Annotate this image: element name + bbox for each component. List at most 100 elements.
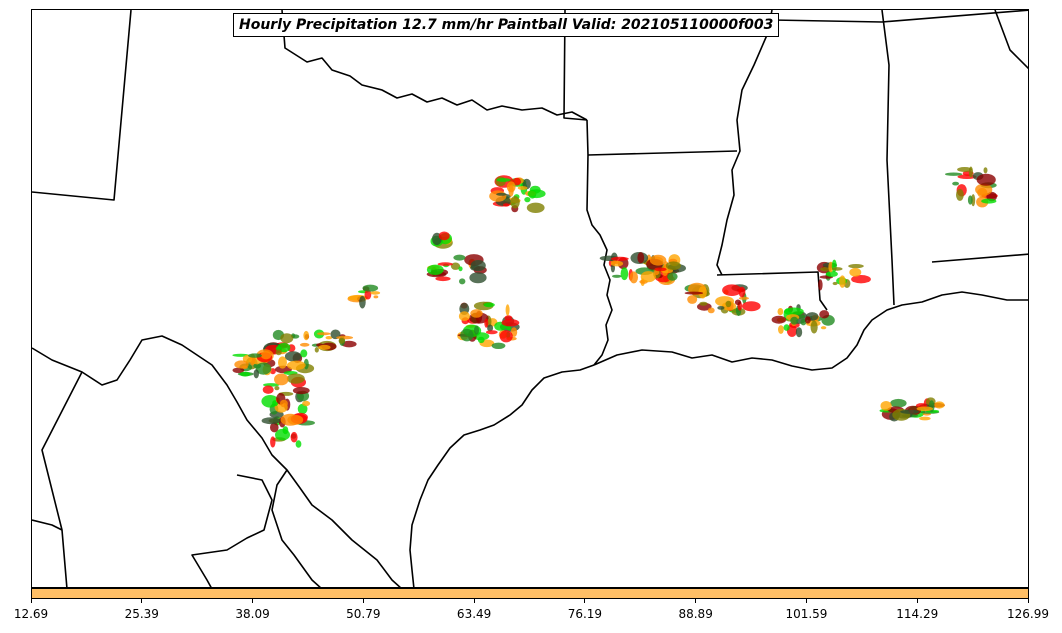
river-border-mississippi <box>716 10 773 276</box>
precip-blob <box>232 367 245 373</box>
precip-blob <box>460 328 474 342</box>
precip-blob <box>734 299 742 306</box>
precip-blob <box>280 333 294 344</box>
border-rio-grande <box>32 335 401 587</box>
precip-blob <box>261 417 281 425</box>
colorbar-tick-label: 25.39 <box>124 607 159 621</box>
precip-blob <box>297 403 308 415</box>
precip-blob <box>336 335 354 340</box>
precip-blob <box>976 173 996 186</box>
precip-blob <box>777 308 784 316</box>
precip-blob <box>253 369 259 379</box>
precip-blob <box>687 295 698 304</box>
precip-blob <box>684 291 704 295</box>
precip-blob <box>458 266 463 272</box>
precip-blob <box>338 337 345 344</box>
precip-blob <box>665 261 682 270</box>
precip-blob <box>981 198 997 204</box>
precip-blob <box>848 264 864 269</box>
state-border-mx-chihuahua <box>41 371 83 587</box>
coastline-gulf <box>409 364 595 587</box>
state-border-ms-al <box>881 10 895 306</box>
precip-blob <box>489 190 507 202</box>
precip-blob <box>818 279 823 291</box>
state-border-ok-ar <box>563 10 588 121</box>
precip-blob <box>502 203 510 207</box>
precip-blob <box>275 349 282 356</box>
precip-blob <box>491 342 506 349</box>
state-border-tx-north <box>281 10 588 121</box>
precip-blob <box>629 271 638 284</box>
precip-blob <box>510 196 520 209</box>
precip-blob <box>526 202 545 213</box>
precip-blob <box>738 286 746 298</box>
colorbar-tick <box>30 599 32 603</box>
state-border-mx-coahuila <box>191 474 273 587</box>
precip-blob <box>945 172 963 176</box>
precip-blob <box>364 289 372 300</box>
precip-blob <box>722 284 742 297</box>
precip-blob <box>370 291 381 295</box>
precip-blob <box>278 356 287 369</box>
precip-blob <box>610 256 629 261</box>
precip-blob <box>742 301 761 312</box>
precip-blob <box>783 324 790 331</box>
precip-blob <box>771 315 787 324</box>
precip-blob <box>956 188 964 201</box>
precip-blob <box>303 330 310 341</box>
precip-blob <box>524 197 531 203</box>
precip-blob <box>506 325 512 331</box>
precip-blob <box>952 181 959 186</box>
precip-blob <box>654 267 667 272</box>
precip-blob <box>270 422 279 433</box>
precip-blob <box>453 254 466 261</box>
precip-blob <box>279 399 288 408</box>
precip-blob <box>880 401 892 411</box>
precip-blob <box>819 310 830 319</box>
precip-blob <box>832 281 838 286</box>
precip-blob <box>504 315 513 321</box>
precip-blob <box>968 166 974 178</box>
precip-blob <box>317 332 331 336</box>
precip-blob <box>426 264 444 275</box>
colorbar-tick-label: 101.59 <box>785 607 828 621</box>
precip-blob <box>260 351 272 360</box>
colorbar-tick <box>916 599 918 603</box>
precip-blob <box>300 349 308 358</box>
precip-blob <box>234 360 249 369</box>
colorbar-tick <box>584 599 586 603</box>
precip-blob <box>274 373 289 386</box>
precip-blob <box>341 340 357 348</box>
precip-blob <box>610 260 620 264</box>
precip-blob <box>707 307 715 314</box>
precip-blob <box>667 272 678 281</box>
precip-blob <box>275 428 290 441</box>
colorbar-tick-label: 114.29 <box>896 607 939 621</box>
precip-blob <box>620 267 629 281</box>
precip-blob <box>359 295 366 309</box>
colorbar-tick <box>695 599 697 603</box>
precip-blob <box>292 387 310 395</box>
precip-blob <box>784 307 804 316</box>
state-border-mx-misc <box>32 519 63 531</box>
state-border-tn <box>771 10 1028 23</box>
precip-blob <box>725 300 732 308</box>
map-frame <box>31 9 1029 588</box>
precip-blob <box>919 416 931 421</box>
colorbar-tick-label: 76.19 <box>567 607 603 621</box>
state-border-al-ga <box>994 10 1028 70</box>
colorbar-tick-label: 126.99 <box>1007 607 1049 621</box>
precip-blob <box>262 385 274 394</box>
precip-blob <box>469 272 487 284</box>
precip-blob <box>778 325 784 334</box>
precip-blob <box>506 181 516 193</box>
precip-blob <box>738 296 750 300</box>
precip-blob <box>470 309 483 318</box>
precip-blob <box>805 316 811 324</box>
precip-blob <box>314 347 319 353</box>
precip-blob <box>637 252 645 264</box>
colorbar-tick-label: 88.89 <box>678 607 713 621</box>
precip-blob <box>496 192 507 196</box>
colorbar-tick <box>805 599 807 603</box>
precip-blob <box>957 167 973 172</box>
